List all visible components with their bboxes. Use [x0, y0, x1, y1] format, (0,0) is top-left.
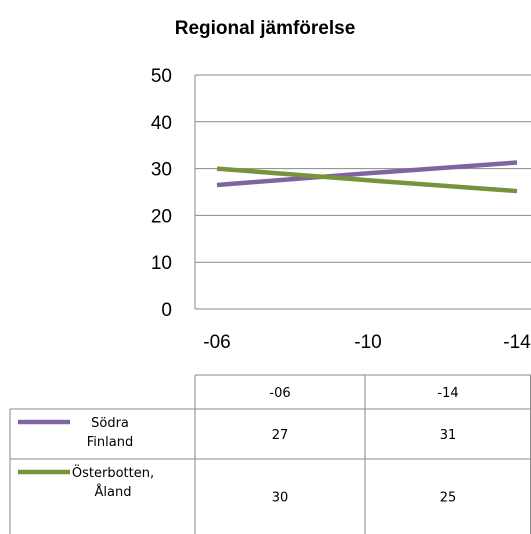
series-lines — [216, 160, 518, 194]
gridlines — [195, 74, 531, 263]
table-value-cell: 27 — [272, 428, 289, 443]
table-row-label: Finland — [87, 435, 133, 450]
table-row-label: Åland — [95, 484, 132, 500]
y-tick-label: 0 — [161, 300, 172, 321]
x-tick-label: -10 — [354, 332, 381, 353]
data-table: -06 -14 Södra Finland 27 31 Österbotten, Åland 3… — [9, 374, 531, 534]
series-line-2 — [216, 166, 518, 194]
table-row-label: Österbotten, — [72, 464, 154, 481]
x-tick-label: -14 — [503, 332, 531, 353]
chart-title: Regional jämförelse — [175, 18, 356, 39]
series-line-1 — [216, 160, 518, 188]
table-value-cell: 25 — [440, 491, 457, 506]
table-value-cell: 30 — [272, 491, 289, 506]
y-tick-labels: 0 10 20 30 40 50 — [151, 66, 172, 321]
y-tick-label: 40 — [151, 113, 172, 134]
axes — [194, 75, 531, 310]
y-tick-label: 10 — [151, 253, 172, 274]
x-tick-labels: -06 -10 -14 — [203, 332, 531, 353]
y-tick-label: 30 — [151, 160, 172, 181]
table-header-cell: -06 — [269, 386, 290, 401]
x-tick-label: -06 — [203, 332, 230, 353]
table-value-cell: 31 — [440, 428, 457, 443]
table-row-label: Södra — [91, 416, 129, 431]
table-header-cell: -14 — [437, 386, 458, 401]
y-tick-label: 50 — [151, 66, 172, 87]
y-tick-label: 20 — [151, 206, 172, 227]
